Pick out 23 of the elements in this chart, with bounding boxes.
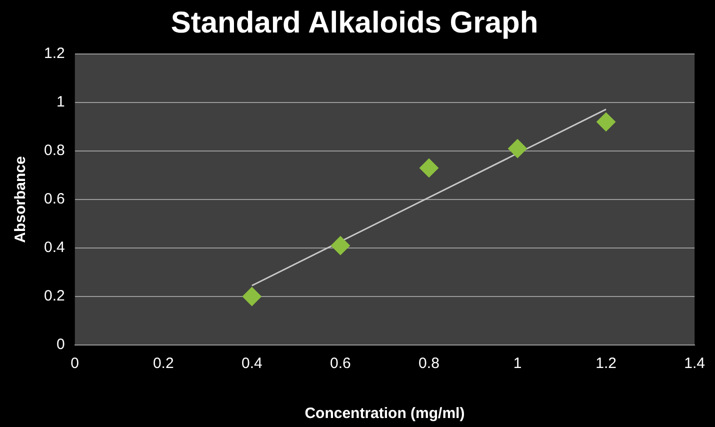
- x-axis-title: Concentration (mg/ml): [304, 405, 465, 422]
- y-axis-title: Absorbance: [12, 156, 30, 243]
- x-tick-label: 0.4: [241, 355, 262, 372]
- x-tick-label: 0.2: [152, 355, 174, 372]
- x-tick-label: 1.2: [596, 355, 616, 372]
- x-tick-label: 0.6: [330, 355, 351, 372]
- x-tick-label: 0.8: [418, 355, 440, 372]
- y-tick-label: 1.2: [44, 45, 65, 62]
- x-tick-label: 0: [70, 355, 80, 372]
- chart-title: Standard Alkaloids Graph: [170, 6, 538, 40]
- y-tick-label: 1: [56, 94, 65, 111]
- y-tick-label: 0.4: [44, 239, 65, 256]
- y-tick-label: 0.2: [44, 288, 65, 305]
- point: [508, 139, 528, 158]
- point: [242, 287, 262, 306]
- point: [596, 112, 616, 132]
- y-tick-label: 0.6: [44, 190, 65, 208]
- point: [330, 236, 350, 256]
- point: [419, 158, 438, 178]
- y-tick-label: 0.8: [44, 142, 65, 160]
- x-tick-label: 1.4: [684, 355, 706, 372]
- y-tick-label: 0: [56, 336, 65, 354]
- x-tick-label: 1: [513, 355, 522, 372]
